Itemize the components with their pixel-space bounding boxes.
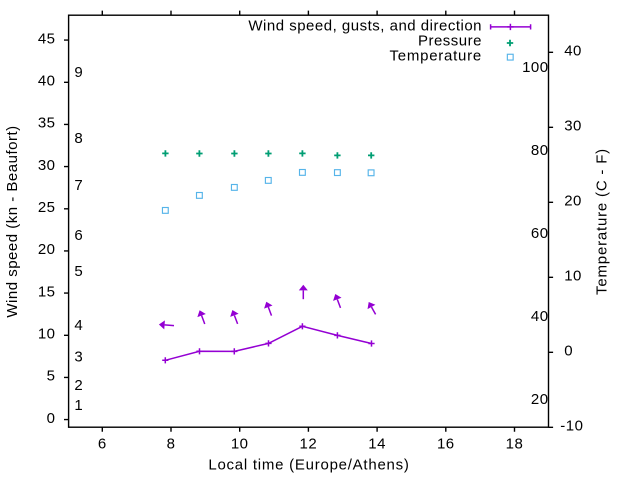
svg-text:20: 20 (531, 391, 549, 408)
svg-text:25: 25 (38, 199, 56, 216)
svg-text:10: 10 (38, 326, 56, 343)
svg-text:40: 40 (38, 73, 56, 90)
svg-text:14: 14 (368, 436, 386, 453)
svg-text:100: 100 (522, 59, 549, 76)
svg-text:16: 16 (437, 436, 455, 453)
svg-text:30: 30 (38, 157, 56, 174)
svg-text:2: 2 (74, 377, 83, 394)
svg-text:8: 8 (167, 436, 176, 453)
svg-text:9: 9 (74, 64, 83, 81)
svg-text:20: 20 (38, 241, 56, 258)
svg-text:Temperature (C - F): Temperature (C - F) (594, 148, 611, 295)
svg-text:1: 1 (74, 397, 83, 414)
svg-text:80: 80 (531, 142, 549, 159)
svg-text:45: 45 (38, 30, 56, 47)
svg-text:Wind speed, gusts, and directi: Wind speed, gusts, and direction (248, 18, 482, 35)
svg-text:0: 0 (47, 410, 56, 427)
svg-text:Wind speed (kn - Beaufort): Wind speed (kn - Beaufort) (4, 125, 21, 317)
svg-text:8: 8 (74, 130, 83, 147)
svg-text:10: 10 (231, 436, 249, 453)
svg-text:6: 6 (98, 436, 107, 453)
svg-text:20: 20 (564, 193, 582, 210)
svg-text:Local time (Europe/Athens): Local time (Europe/Athens) (208, 457, 409, 474)
svg-text:15: 15 (38, 283, 56, 300)
svg-text:6: 6 (74, 227, 83, 244)
svg-text:30: 30 (564, 118, 582, 135)
svg-text:10: 10 (564, 268, 582, 285)
svg-text:18: 18 (506, 436, 524, 453)
svg-text:12: 12 (300, 436, 318, 453)
svg-text:7: 7 (74, 177, 83, 194)
svg-text:5: 5 (74, 263, 83, 280)
svg-text:5: 5 (47, 368, 56, 385)
svg-text:40: 40 (564, 43, 582, 60)
svg-text:0: 0 (564, 343, 573, 360)
svg-text:3: 3 (74, 349, 83, 366)
svg-text:60: 60 (531, 225, 549, 242)
svg-text:Temperature: Temperature (390, 47, 482, 64)
svg-text:-10: -10 (560, 418, 583, 435)
svg-text:40: 40 (531, 308, 549, 325)
svg-text:Pressure: Pressure (418, 32, 482, 49)
svg-text:35: 35 (38, 115, 56, 132)
svg-text:4: 4 (74, 317, 83, 334)
